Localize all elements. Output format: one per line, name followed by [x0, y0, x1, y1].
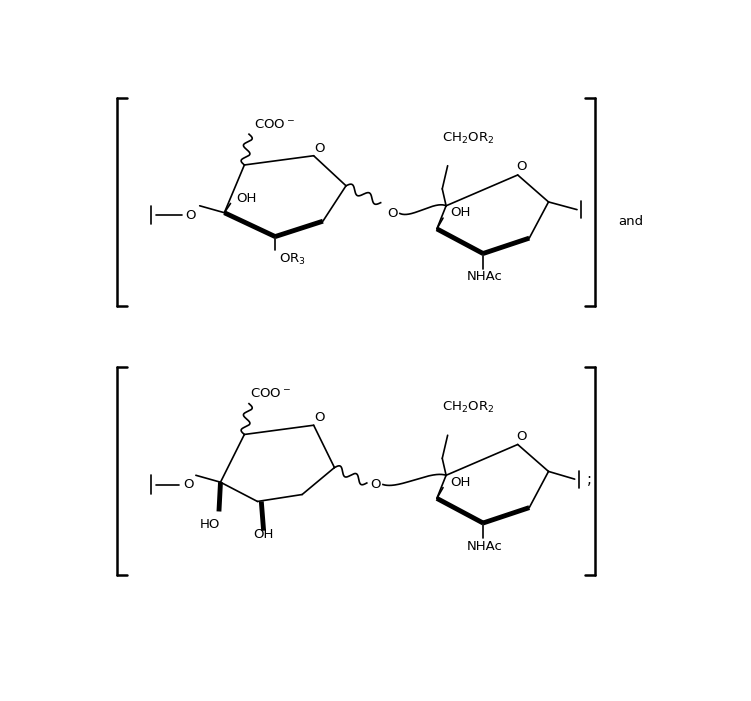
Text: COO$^-$: COO$^-$ [254, 118, 294, 130]
Text: CH$_2$OR$_2$: CH$_2$OR$_2$ [442, 130, 494, 146]
Text: CH$_2$OR$_2$: CH$_2$OR$_2$ [442, 400, 494, 415]
Text: O: O [517, 160, 526, 173]
Text: O: O [314, 411, 324, 424]
Text: HO: HO [200, 518, 220, 531]
Text: OH: OH [450, 476, 470, 489]
Text: NHAc: NHAc [466, 270, 502, 283]
Text: O: O [185, 208, 196, 222]
Text: OR$_3$: OR$_3$ [279, 252, 306, 267]
Text: O: O [314, 142, 324, 154]
Text: and: and [618, 215, 643, 228]
Text: OH: OH [237, 191, 257, 205]
Text: O: O [387, 207, 397, 220]
Text: ;: ; [587, 472, 592, 486]
Text: COO$^-$: COO$^-$ [250, 387, 291, 400]
Text: O: O [517, 430, 526, 442]
Text: O: O [370, 478, 381, 491]
Text: O: O [183, 478, 194, 491]
Text: OH: OH [450, 206, 470, 219]
Text: NHAc: NHAc [466, 540, 502, 552]
Text: OH: OH [253, 528, 274, 541]
